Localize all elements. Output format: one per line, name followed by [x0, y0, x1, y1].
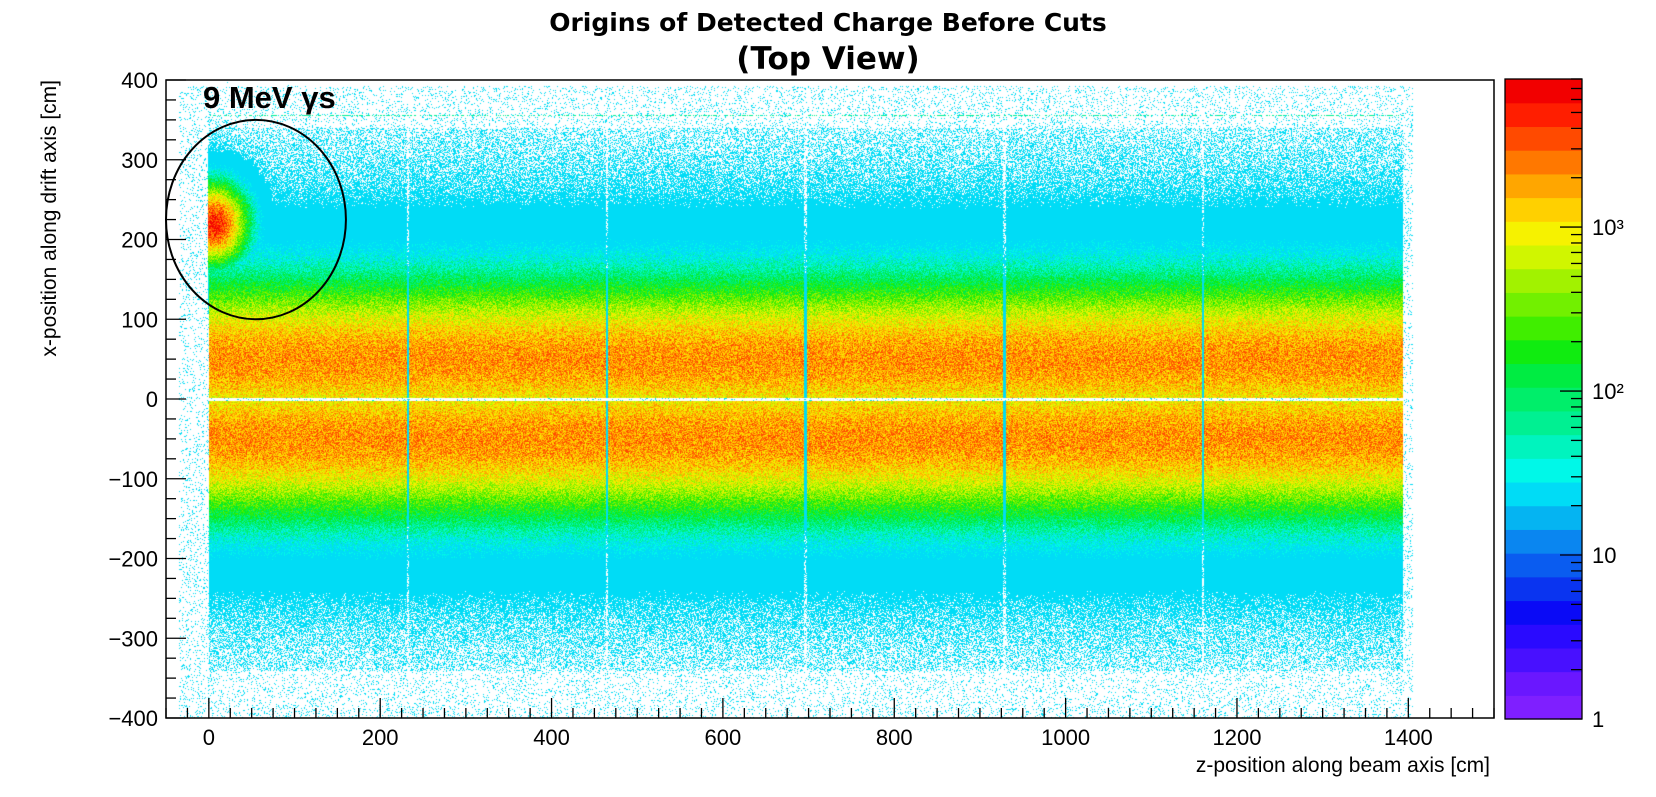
colorbar	[1504, 78, 1583, 720]
colorbar-band	[1505, 79, 1582, 104]
x-tick-label: 1200	[1212, 725, 1261, 750]
y-tick-label: −400	[108, 706, 158, 731]
colorbar-band	[1505, 671, 1582, 696]
colorbar-band	[1505, 150, 1582, 175]
colorbar-band	[1505, 126, 1582, 151]
colorbar-tick-label: 10	[1592, 543, 1616, 568]
y-tick-label: −100	[108, 467, 158, 492]
x-tick-label: 200	[362, 725, 399, 750]
x-tick-label: 1400	[1384, 725, 1433, 750]
colorbar-band	[1505, 410, 1582, 436]
x-tick-label: 0	[203, 725, 215, 750]
x-tick-labels: 0 200 400 600 800 1000 1200 1400	[203, 725, 1433, 750]
colorbar-tick-label: 10²	[1592, 379, 1624, 404]
y-axis-ticks	[166, 79, 186, 719]
colorbar-band	[1505, 695, 1582, 720]
colorbar-band	[1505, 600, 1582, 625]
y-tick-labels: −400 −300 −200 −100 0 100 200 300 400	[108, 68, 158, 731]
y-tick-label: 300	[121, 148, 158, 173]
y-tick-label: 100	[121, 307, 158, 332]
colorbar-tick-label: 1	[1592, 707, 1604, 732]
x-tick-label: 1000	[1041, 725, 1090, 750]
colorbar-band	[1505, 244, 1582, 270]
colorbar-band	[1505, 529, 1582, 554]
colorbar-band	[1505, 624, 1582, 649]
x-tick-label: 800	[876, 725, 913, 750]
colorbar-tick-label: 10³	[1592, 215, 1624, 240]
colorbar-band	[1505, 458, 1582, 483]
heatmap-image	[166, 80, 1494, 718]
plot-area	[165, 79, 1495, 719]
colorbar-band	[1505, 173, 1582, 199]
colorbar-band	[1505, 102, 1582, 128]
chart-title: Origins of Detected Charge Before Cuts	[549, 8, 1107, 37]
y-tick-label: −200	[108, 547, 158, 572]
colorbar-band	[1505, 197, 1582, 222]
y-tick-label: 400	[121, 68, 158, 93]
colorbar-band	[1505, 434, 1582, 459]
colorbar-band	[1505, 576, 1582, 602]
x-axis-label: z-position along beam axis [cm]	[1196, 754, 1490, 777]
colorbar-band	[1505, 505, 1582, 530]
colorbar-band	[1505, 268, 1582, 293]
y-tick-label: −300	[108, 626, 158, 651]
y-tick-label: 200	[121, 228, 158, 253]
annotation-label: 9 MeV γs	[203, 80, 336, 115]
colorbar-band	[1505, 292, 1582, 317]
y-tick-label: 0	[146, 387, 158, 412]
x-tick-label: 600	[705, 725, 742, 750]
colorbar-band	[1505, 647, 1582, 673]
colorbar-tick-labels: 1 10 10² 10³	[1592, 215, 1624, 732]
chart-subtitle: (Top View)	[736, 41, 919, 77]
colorbar-band	[1505, 221, 1582, 246]
y-axis-label: x-position along drift axis [cm]	[38, 80, 61, 357]
colorbar-band	[1505, 363, 1582, 388]
x-axis-ticks	[165, 698, 1495, 718]
highlight-circle	[165, 118, 347, 321]
colorbar-band	[1505, 316, 1582, 341]
colorbar-band	[1505, 553, 1582, 578]
x-tick-label: 400	[533, 725, 570, 750]
colorbar-band	[1505, 481, 1582, 507]
colorbar-band	[1505, 339, 1582, 365]
